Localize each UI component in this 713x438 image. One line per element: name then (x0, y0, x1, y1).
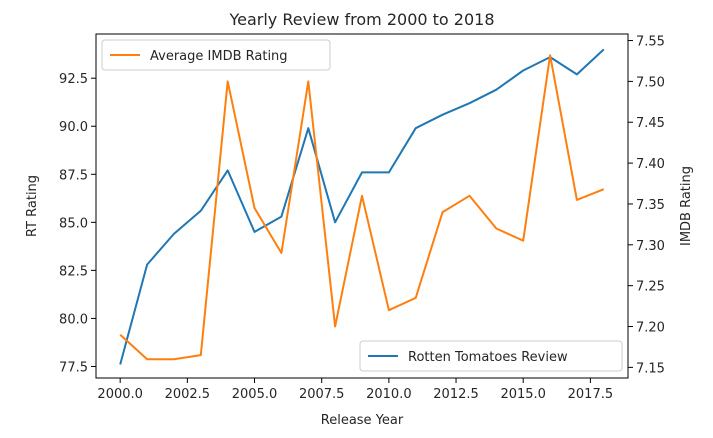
y2-tick-label: 7.50 (636, 75, 665, 90)
legend-rt: Rotten Tomatoes Review (359, 340, 623, 372)
x-tick-label: 2005.0 (232, 387, 278, 402)
x-tick-label: 2000.0 (97, 387, 143, 402)
y-tick-label: 77.5 (59, 360, 88, 375)
y2-tick-label: 7.25 (636, 280, 665, 295)
y-axis-right-ticks: 7.15 7.20 7.25 7.30 7.35 7.40 7.45 7.50 7.55 (628, 35, 665, 376)
x-tick-label: 2017.5 (568, 387, 614, 402)
y2-tick-label: 7.55 (636, 35, 665, 50)
x-tick-label: 2015.0 (500, 387, 546, 402)
y2-tick-label: 7.15 (636, 361, 665, 376)
y-tick-label: 80.0 (59, 312, 88, 327)
y-axis-left-label: RT Rating (25, 175, 40, 237)
rt-series-line (119, 48, 605, 365)
x-tick-label: 2002.5 (165, 387, 211, 402)
legend-imdb-box (101, 39, 331, 71)
y2-tick-label: 7.45 (636, 116, 665, 131)
y2-tick-label: 7.40 (636, 157, 665, 172)
imdb-series-line (119, 54, 605, 361)
legend-rt-box (359, 340, 623, 372)
x-axis-ticks: 2000.0 2002.5 2005.0 2007.5 2010.0 2012.5 2015… (97, 378, 613, 402)
y-tick-label: 82.5 (59, 264, 88, 279)
x-tick-label: 2007.5 (299, 387, 345, 402)
plot-area-frame (95, 33, 629, 379)
y-tick-label: 87.5 (59, 168, 88, 183)
legend-imdb-label: Average IMDB Rating (150, 49, 288, 64)
legend-imdb: Average IMDB Rating (101, 39, 331, 71)
x-axis-label: Release Year (321, 413, 404, 428)
x-tick-label: 2012.5 (433, 387, 479, 402)
y-axis-right-label: IMDB Rating (679, 166, 694, 246)
legend-rt-label: Rotten Tomatoes Review (408, 350, 568, 365)
series-lines (119, 48, 605, 365)
y2-tick-label: 7.30 (636, 239, 665, 254)
y2-tick-label: 7.20 (636, 321, 665, 336)
y2-tick-label: 7.35 (636, 198, 665, 213)
chart-title: Yearly Review from 2000 to 2018 (228, 10, 494, 29)
y-tick-label: 92.5 (59, 72, 88, 87)
y-tick-label: 90.0 (59, 120, 88, 135)
y-tick-label: 85.0 (59, 216, 88, 231)
y-axis-left-ticks: 77.5 80.0 82.5 85.0 87.5 90.0 92.5 (59, 72, 96, 375)
x-tick-label: 2010.0 (366, 387, 412, 402)
